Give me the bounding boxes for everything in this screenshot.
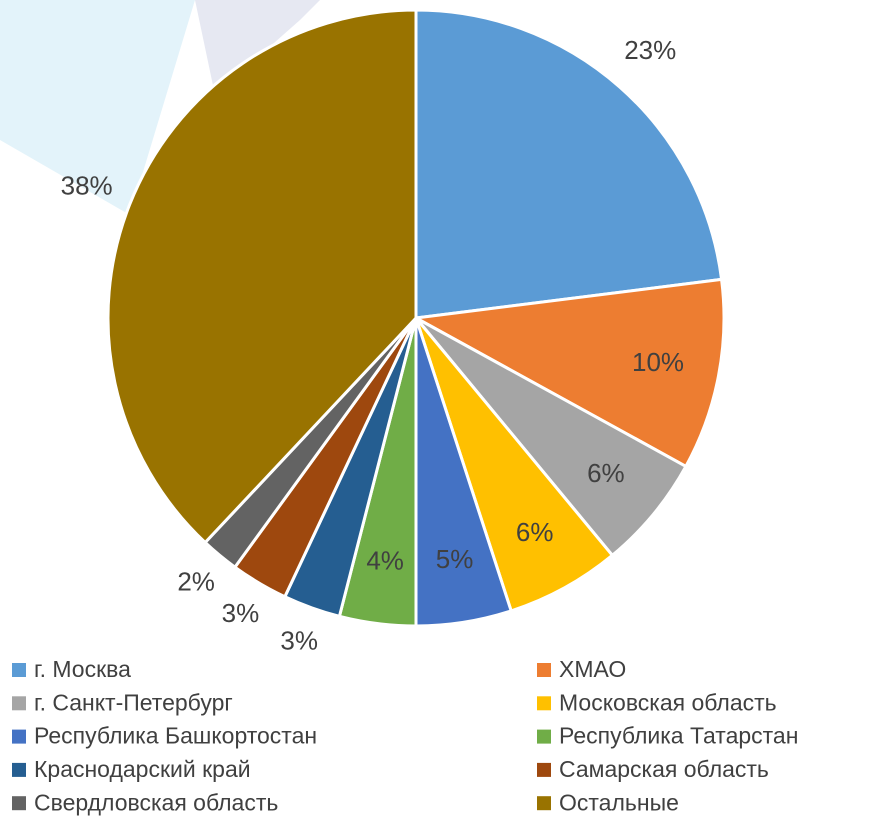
legend-label: Республика Башкортостан	[34, 723, 317, 749]
pie-slice	[414, 277, 726, 468]
legend-label: ХМАО	[559, 656, 626, 682]
legend-label: Остальные	[559, 789, 679, 815]
background-shape	[195, 0, 320, 95]
legend-swatch	[537, 762, 551, 777]
legend: г. Москва ХМАО г. Санкт-Петербург Московска…	[12, 656, 798, 815]
data-label: 23%	[624, 35, 676, 65]
data-label: 4%	[366, 545, 404, 575]
pie-slice	[106, 8, 418, 545]
legend-label: Республика Татарстан	[559, 723, 798, 749]
data-label: 3%	[280, 625, 318, 655]
legend-swatch	[537, 696, 551, 711]
pie	[106, 8, 726, 628]
data-label: 3%	[222, 598, 260, 628]
legend-label: г. Москва	[34, 656, 131, 682]
background-shape	[0, 0, 195, 215]
legend-swatch	[537, 729, 551, 744]
legend-swatch	[12, 762, 26, 777]
data-label: 5%	[436, 544, 474, 574]
legend-swatch	[12, 729, 26, 744]
data-label: 10%	[632, 347, 684, 377]
legend-label: Краснодарский край	[34, 756, 251, 782]
labels: 23%10%6%6%5%4%3%3%2%38%	[61, 35, 684, 655]
legend-swatch	[12, 796, 26, 811]
legend-label: г. Санкт-Петербург	[34, 689, 233, 715]
legend-label: Свердловская область	[34, 789, 278, 815]
data-label: 2%	[177, 567, 215, 597]
pie-slice	[414, 8, 724, 320]
legend-label: Московская область	[559, 689, 777, 715]
legend-swatch	[12, 663, 26, 677]
legend-swatch	[537, 796, 551, 811]
data-label: 6%	[587, 458, 625, 488]
data-label: 6%	[516, 517, 554, 547]
legend-swatch	[12, 696, 26, 711]
legend-label: Самарская область	[559, 756, 769, 782]
legend-swatch	[537, 663, 551, 677]
data-label: 38%	[61, 170, 113, 200]
